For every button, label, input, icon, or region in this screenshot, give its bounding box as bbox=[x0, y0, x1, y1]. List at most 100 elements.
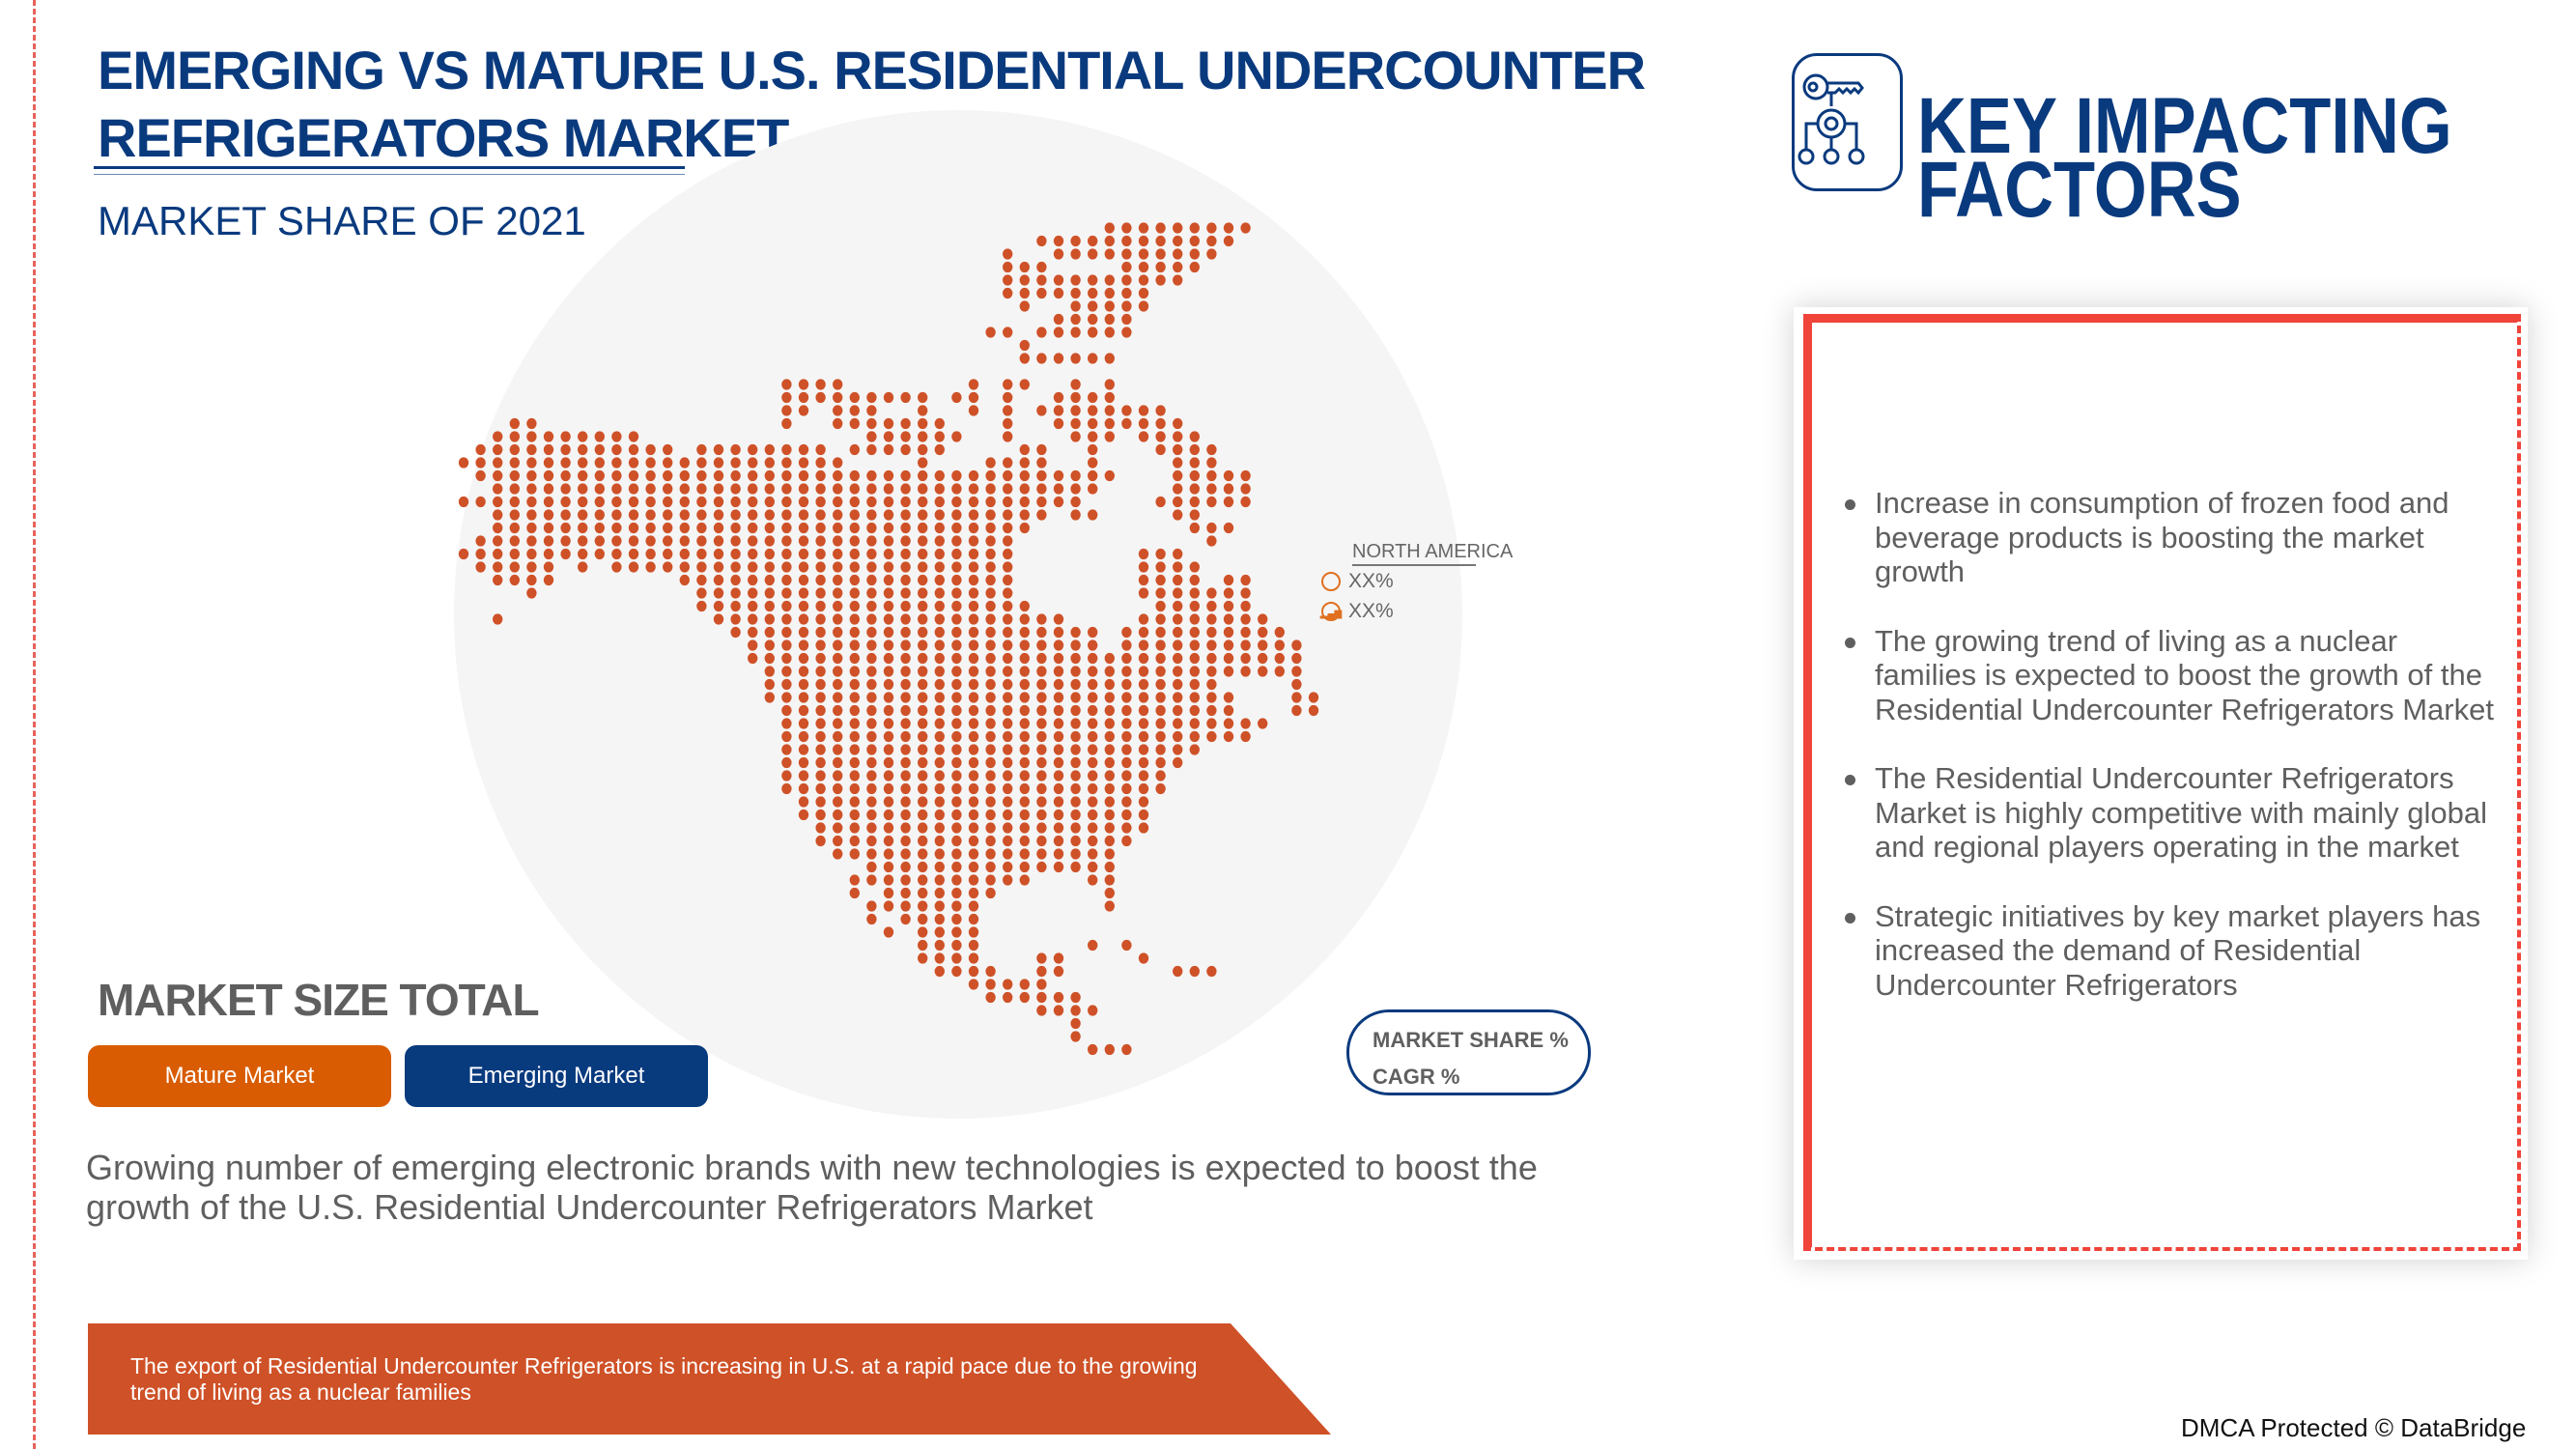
map-dot bbox=[951, 496, 962, 508]
map-dot bbox=[883, 874, 894, 886]
map-dot bbox=[900, 626, 911, 639]
map-dot bbox=[1104, 692, 1116, 703]
map-dot bbox=[1121, 626, 1132, 639]
map-dot bbox=[1003, 509, 1013, 521]
map-dot bbox=[781, 483, 792, 495]
map-dot bbox=[1189, 666, 1201, 677]
map-dot bbox=[918, 756, 928, 769]
map-dot bbox=[594, 548, 605, 560]
map-dot bbox=[866, 835, 877, 847]
map-dot bbox=[1088, 874, 1098, 886]
bullet-icon bbox=[1845, 775, 1855, 785]
map-dot bbox=[1036, 353, 1047, 364]
map-dot bbox=[849, 626, 860, 639]
map-dot bbox=[560, 469, 571, 482]
map-dot bbox=[560, 522, 571, 534]
map-dot bbox=[985, 574, 996, 586]
map-dot bbox=[1104, 718, 1116, 729]
map-dot bbox=[560, 457, 571, 469]
map-dot bbox=[1088, 744, 1098, 755]
map-dot bbox=[883, 535, 894, 547]
map-dot bbox=[934, 965, 945, 978]
map-dot bbox=[1003, 861, 1013, 873]
map-dot bbox=[1036, 756, 1047, 769]
map-dot bbox=[748, 443, 758, 456]
map-dot bbox=[1053, 496, 1064, 508]
map-dot bbox=[798, 509, 809, 521]
map-dot bbox=[1173, 496, 1183, 508]
map-dot bbox=[679, 561, 690, 573]
map-dot bbox=[594, 522, 605, 534]
map-dot bbox=[781, 496, 792, 508]
map-dot bbox=[781, 613, 792, 625]
map-dot bbox=[781, 652, 792, 665]
map-dot bbox=[883, 809, 894, 821]
map-dot bbox=[1070, 248, 1081, 260]
map-dot bbox=[883, 782, 894, 795]
map-dot bbox=[833, 730, 843, 743]
map-dot bbox=[1223, 469, 1234, 482]
map-dot bbox=[1003, 469, 1013, 482]
map-dot bbox=[611, 496, 622, 508]
map-dot bbox=[730, 457, 741, 469]
map-dot bbox=[1223, 639, 1234, 651]
map-dot bbox=[918, 561, 928, 573]
map-dot bbox=[696, 443, 707, 456]
mature-market-button[interactable]: Mature Market bbox=[88, 1045, 391, 1107]
map-dot bbox=[866, 496, 877, 508]
map-dot bbox=[883, 848, 894, 860]
map-dot bbox=[1019, 522, 1031, 534]
map-dot bbox=[833, 496, 843, 508]
map-dot bbox=[985, 652, 996, 665]
emerging-market-button[interactable]: Emerging Market bbox=[405, 1045, 708, 1107]
map-dot bbox=[900, 431, 911, 442]
map-dot bbox=[849, 613, 860, 625]
map-dot bbox=[1155, 639, 1166, 651]
map-dot bbox=[1019, 300, 1031, 312]
map-dot bbox=[1003, 718, 1013, 729]
map-dot bbox=[951, 522, 962, 534]
map-dot bbox=[968, 535, 979, 547]
map-dot bbox=[866, 574, 877, 586]
map-dot bbox=[1155, 692, 1166, 703]
map-dot bbox=[594, 431, 605, 442]
map-dot bbox=[951, 692, 962, 703]
map-dot bbox=[934, 835, 945, 847]
map-dot bbox=[1070, 274, 1081, 286]
map-dot bbox=[1088, 782, 1098, 795]
map-dot bbox=[968, 770, 979, 781]
map-dot bbox=[1173, 639, 1183, 651]
map-dot bbox=[833, 483, 843, 495]
map-dot bbox=[866, 391, 877, 404]
map-dot bbox=[578, 431, 588, 442]
map-dot bbox=[1138, 652, 1149, 665]
map-dot bbox=[866, 692, 877, 703]
map-dot bbox=[1003, 639, 1013, 651]
map-dot bbox=[1121, 939, 1132, 952]
map-dot bbox=[798, 379, 809, 390]
factors-list: Increase in consumption of frozen food a… bbox=[1845, 486, 2502, 1037]
map-dot bbox=[849, 756, 860, 769]
map-dot bbox=[1240, 574, 1251, 586]
map-dot bbox=[968, 756, 979, 769]
map-dot bbox=[934, 522, 945, 534]
map-dot bbox=[1223, 666, 1234, 677]
map-dot bbox=[1036, 770, 1047, 781]
map-dot bbox=[866, 626, 877, 639]
map-dot bbox=[968, 704, 979, 717]
map-dot bbox=[918, 652, 928, 665]
bullet-icon bbox=[1845, 637, 1855, 648]
map-dot bbox=[611, 457, 622, 469]
map-dot bbox=[918, 600, 928, 612]
map-dot bbox=[1206, 496, 1217, 508]
map-dot bbox=[1291, 652, 1302, 665]
map-dot bbox=[475, 457, 486, 469]
map-dot bbox=[748, 548, 758, 560]
map-dot bbox=[781, 587, 792, 599]
map-dot bbox=[1206, 718, 1217, 729]
map-dot bbox=[594, 443, 605, 456]
list-item: The growing trend of living as a nuclear… bbox=[1845, 624, 2502, 727]
map-dot bbox=[730, 548, 741, 560]
map-dot bbox=[968, 692, 979, 703]
map-dot bbox=[1104, 835, 1116, 847]
